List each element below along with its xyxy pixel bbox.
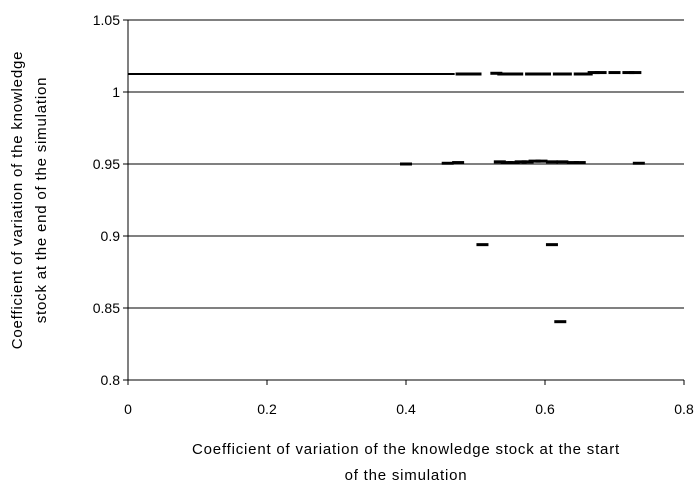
data-point	[500, 161, 513, 165]
data-point	[504, 72, 517, 76]
data-point	[493, 160, 506, 164]
data-point	[559, 72, 572, 76]
data-point	[629, 71, 642, 75]
axis-ticks	[123, 19, 685, 385]
x-tick-label: 0.6	[535, 401, 555, 417]
data-point	[632, 161, 645, 165]
data-point	[552, 72, 565, 76]
data-point	[594, 71, 607, 75]
data-points	[400, 71, 645, 324]
x-tick-label: 0.8	[674, 401, 694, 417]
data-point	[462, 72, 475, 76]
data-point	[545, 243, 558, 247]
data-point	[528, 159, 541, 163]
x-tick-labels: 0 0.2 0.4 0.6 0.8	[124, 401, 694, 417]
data-point	[532, 72, 545, 76]
data-point	[441, 161, 454, 165]
y-tick-label: 0.8	[101, 372, 121, 388]
data-point	[545, 160, 558, 164]
y-tick-label: 1	[112, 84, 120, 100]
data-point	[476, 243, 489, 247]
data-point	[511, 72, 524, 76]
y-tick-labels: 0.8 0.85 0.9 0.95 1 1.05	[93, 12, 120, 388]
data-point	[525, 72, 538, 76]
data-point	[455, 72, 468, 76]
data-point	[566, 161, 579, 165]
x-axis-title-line-2: of the simulation	[345, 467, 468, 484]
data-point	[554, 320, 567, 324]
y-tick-label: 1.05	[93, 12, 120, 28]
data-point	[469, 72, 482, 76]
y-axis-title-line-1: Coefficient of variation of the knowledg…	[9, 51, 26, 350]
data-point	[573, 161, 586, 165]
data-point	[497, 72, 510, 76]
data-point	[490, 71, 503, 75]
data-point	[514, 160, 527, 164]
data-point	[622, 71, 635, 75]
data-point	[452, 161, 465, 165]
data-point	[573, 72, 586, 76]
data-point	[556, 160, 569, 164]
data-point	[587, 71, 600, 75]
data-point	[535, 159, 548, 163]
data-point	[539, 72, 551, 76]
y-axis-title-line-2: stock at the end of the simulation	[33, 77, 50, 324]
data-point	[521, 160, 534, 164]
y-tick-label: 0.85	[93, 300, 120, 316]
y-tick-label: 0.95	[93, 156, 120, 172]
data-point	[507, 161, 520, 165]
y-tick-label: 0.9	[101, 228, 121, 244]
x-axis-title-line-1: Coefficient of variation of the knowledg…	[192, 441, 620, 458]
data-point	[608, 71, 621, 75]
x-tick-label: 0.2	[257, 401, 277, 417]
x-tick-label: 0.4	[396, 401, 416, 417]
x-tick-label: 0	[124, 401, 132, 417]
data-point	[400, 162, 412, 166]
data-point	[580, 72, 593, 76]
